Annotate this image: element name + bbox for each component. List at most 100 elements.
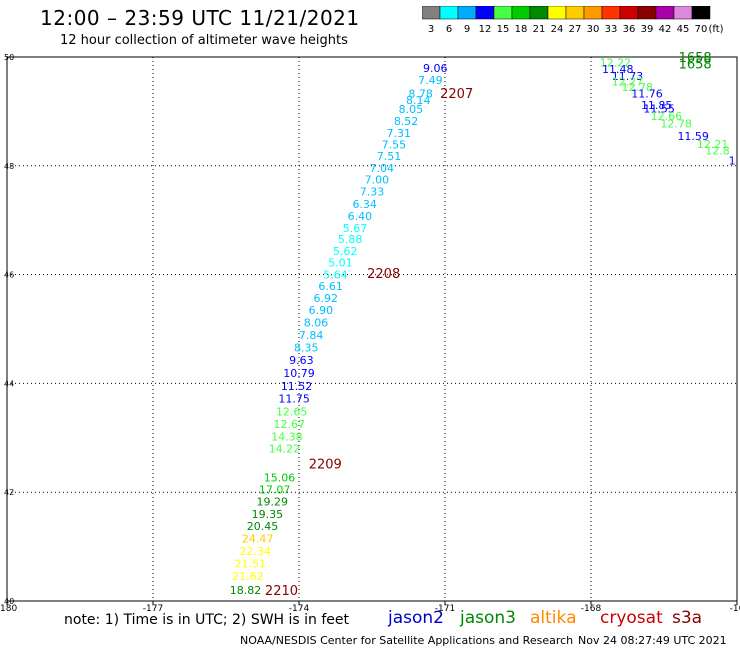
wave-height-label: 17.07 — [259, 483, 291, 496]
color-scale-label: 24 — [551, 24, 564, 35]
wave-height-label: 11.59 — [677, 130, 709, 143]
wave-height-label: 12.22 — [600, 56, 632, 69]
color-scale-label: 3 — [428, 24, 434, 35]
wave-height-label: 8.06 — [304, 316, 329, 329]
wave-height-label: 18.82 — [230, 584, 262, 597]
wave-height-label: 1 — [729, 154, 736, 167]
y-tick-label: 44 — [4, 379, 14, 388]
wave-height-label: 5.62 — [333, 245, 358, 258]
generated-timestamp: Nov 24 08:27:49 UTC 2021 — [578, 634, 727, 647]
wave-height-label: 5.88 — [338, 233, 363, 246]
wave-height-label: 12.78 — [621, 81, 653, 94]
wave-height-label: 19.29 — [256, 495, 288, 508]
color-scale-label: 70 — [695, 24, 708, 35]
time-annotation: 1658 — [679, 51, 712, 66]
color-scale-label: 6 — [446, 24, 452, 35]
wave-height-label: 9.63 — [289, 354, 314, 367]
credit-line: NOAA/NESDIS Center for Satellite Applica… — [240, 634, 574, 647]
color-scale-legend: 3 6 9 12 15 18 21 24 27 30 33 36 39 42 45 70 (ft) — [422, 6, 724, 35]
wave-height-label: 11.85 — [641, 99, 673, 112]
legend-s3a: s3a — [672, 608, 703, 628]
wave-height-label: 21.51 — [235, 557, 267, 570]
wave-height-label: 6.40 — [348, 210, 373, 223]
color-scale-label: 9 — [464, 24, 470, 35]
wave-height-label: 14.38 — [271, 431, 303, 444]
color-scale-label: 39 — [641, 24, 654, 35]
color-scale-label: 33 — [605, 24, 618, 35]
wave-height-label: 11.75 — [278, 393, 310, 406]
wave-height-label: 12.65 — [276, 406, 308, 419]
wave-height-label: 11.55 — [643, 103, 675, 116]
wave-height-label: 8.14 — [406, 94, 431, 107]
wave-height-label: 14.22 — [269, 443, 301, 456]
x-tick-label: -180 — [0, 604, 17, 614]
wave-height-label: 21.62 — [232, 570, 264, 583]
legend-jason2: jason2 — [388, 608, 444, 628]
color-scale-label: 30 — [587, 24, 600, 35]
time-annotation: 2209 — [309, 457, 342, 472]
color-scale-label: 27 — [569, 24, 582, 35]
plot-frame — [6, 56, 738, 602]
wave-height-label: 5.64 — [323, 269, 348, 282]
wave-height-label: 12.8 — [705, 145, 730, 158]
x-tick-label: -16 — [730, 604, 740, 614]
y-tick-label: 50 — [4, 53, 14, 62]
legend-jason3: jason3 — [460, 608, 516, 628]
wave-height-label: 5.01 — [328, 257, 353, 270]
wave-height-label: 6.90 — [309, 304, 334, 317]
time-annotation: 2210 — [265, 584, 298, 599]
color-scale-label: 45 — [677, 24, 690, 35]
wave-height-label: 19.35 — [252, 508, 284, 521]
y-tick-label: 40 — [4, 597, 14, 606]
wave-height-label: 7.00 — [365, 173, 390, 186]
x-tick-label: -168 — [581, 604, 602, 614]
footer-note: note: 1) Time is in UTC; 2) SWH is in fe… — [64, 612, 350, 628]
time-annotation: 2207 — [440, 87, 473, 102]
wave-height-label: 8.52 — [394, 115, 419, 128]
wave-height-label: 7.49 — [418, 74, 443, 87]
wave-height-label: 11.76 — [631, 87, 663, 100]
x-tick-label: -177 — [143, 604, 163, 614]
chart-subtitle: 12 hour collection of altimeter wave hei… — [60, 33, 348, 48]
wave-height-label: 8.35 — [294, 341, 319, 354]
color-scale-label: 15 — [497, 24, 510, 35]
color-scale-label: 18 — [515, 24, 528, 35]
wave-height-label: 11.52 — [281, 380, 313, 393]
wave-height-label: 8.78 — [408, 87, 433, 100]
y-tick-label: 48 — [4, 162, 14, 171]
x-tick-label: -174 — [289, 604, 310, 614]
wave-height-label: 12.27 — [612, 75, 644, 88]
wave-height-label: 6.34 — [352, 198, 377, 211]
wave-height-label: 5.67 — [343, 222, 368, 235]
color-scale-label: 42 — [659, 24, 672, 35]
color-scale-label: 21 — [533, 24, 546, 35]
wave-height-label: 9.06 — [423, 62, 448, 75]
y-tick-label: 46 — [4, 271, 14, 280]
wave-height-label: 7.51 — [377, 150, 402, 163]
wave-height-label: 12.78 — [660, 117, 692, 130]
time-annotation: 2208 — [367, 267, 400, 282]
legend-cryosat: cryosat — [600, 608, 663, 628]
wave-height-label: 7.55 — [382, 139, 407, 152]
wave-height-label: 11.48 — [602, 63, 634, 76]
wave-height-label: 11.73 — [612, 70, 644, 83]
wave-height-label: 12.66 — [651, 110, 683, 123]
wave-height-label: 6.61 — [318, 280, 343, 293]
wave-height-label: 12.67 — [274, 418, 306, 431]
wave-height-label: 6.92 — [314, 292, 339, 305]
wave-height-label: 7.31 — [387, 127, 412, 140]
color-swatch — [691, 6, 711, 20]
wave-height-label: 10.79 — [283, 367, 315, 380]
wave-height-label: 7.33 — [360, 185, 385, 198]
chart-title: 12:00 – 23:59 UTC 11/21/2021 — [40, 6, 360, 30]
wave-height-label: 8.05 — [399, 103, 424, 116]
wave-height-label: 12.21 — [697, 138, 729, 151]
color-scale-label: 36 — [623, 24, 636, 35]
color-scale-label: 12 — [479, 24, 492, 35]
y-tick-label: 42 — [4, 488, 14, 497]
color-scale-label: (ft) — [708, 24, 723, 35]
wave-height-label: 7.84 — [299, 329, 324, 342]
wave-height-label: 7.04 — [369, 162, 394, 175]
wave-height-label: 15.06 — [264, 472, 296, 485]
